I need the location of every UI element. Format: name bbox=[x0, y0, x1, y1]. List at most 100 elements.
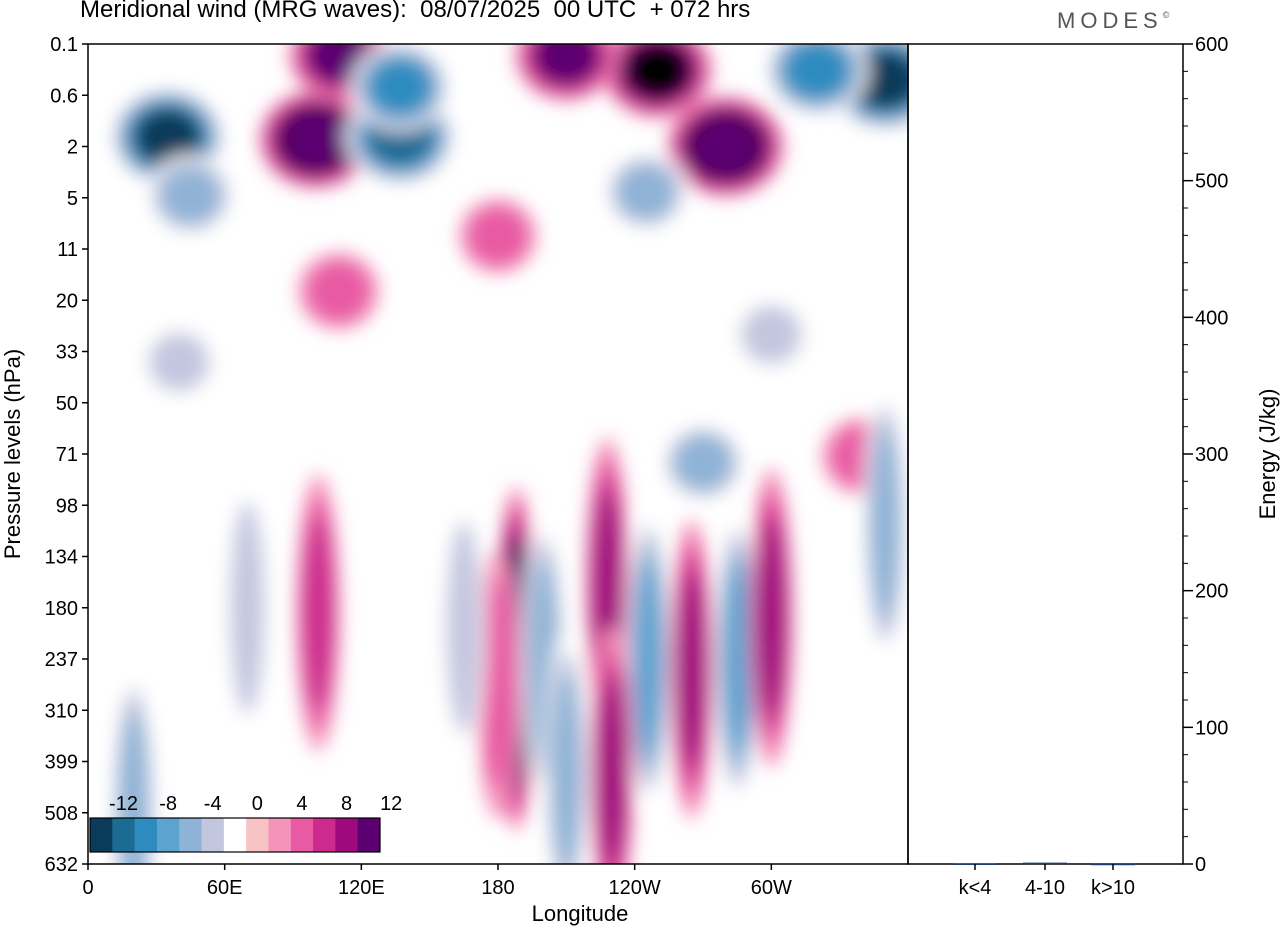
energy-bar bbox=[1023, 862, 1067, 865]
heatmap-cell-group bbox=[515, 44, 618, 102]
heatmap-cell bbox=[692, 118, 759, 175]
colorbar-label: 4 bbox=[296, 793, 307, 815]
heatmap-cell bbox=[535, 44, 598, 84]
heatmap-cell-group bbox=[626, 509, 671, 809]
heatmap-cell-group bbox=[544, 629, 589, 864]
x-tick-label: 120W bbox=[609, 877, 661, 899]
colorbar-swatch bbox=[290, 818, 314, 852]
colorbar: -12 -8 -4 0 4 8 12 bbox=[89, 793, 402, 853]
axes: 0.1 0.6 2 5 11 20 33 50 71 98 134 180 237 310 399 508 63… bbox=[0, 34, 1280, 926]
y-tick-label: 50 bbox=[56, 393, 78, 415]
energy-category-label: k>10 bbox=[1091, 877, 1135, 899]
heatmap-cell-group bbox=[732, 297, 810, 372]
heatmap-cell-group bbox=[441, 492, 486, 763]
y-tick-label: 0.6 bbox=[50, 85, 78, 107]
heatmap-cell-group bbox=[669, 519, 714, 820]
y-tick-label: 11 bbox=[57, 239, 78, 261]
x-tick-label: 120E bbox=[338, 877, 385, 899]
energy-tick-label: 500 bbox=[1195, 171, 1228, 193]
y-tick-label: 180 bbox=[45, 598, 78, 620]
chart-title: Meridional wind (MRG waves): 08/07/2025 … bbox=[80, 0, 751, 23]
y-tick-label: 0.1 bbox=[50, 34, 78, 56]
heatmap-cell-group bbox=[259, 90, 373, 189]
heatmap-cell-group bbox=[225, 472, 270, 743]
energy-tick-label: 400 bbox=[1195, 307, 1228, 329]
heatmap-cell bbox=[740, 305, 802, 365]
energy-tick-label: 300 bbox=[1195, 444, 1228, 466]
heatmap-cell-group bbox=[603, 152, 689, 232]
heatmap-cell bbox=[306, 260, 371, 322]
colorbar-swatch bbox=[268, 818, 292, 852]
colorbar-swatch bbox=[357, 818, 381, 852]
heatmap-cell bbox=[673, 435, 733, 491]
colorbar-label: -12 bbox=[109, 793, 138, 815]
y-tick-label: 508 bbox=[45, 803, 78, 825]
heatmap-cell-group bbox=[660, 423, 746, 503]
heatmap-cell bbox=[446, 521, 482, 734]
heatmap-cell-group bbox=[298, 252, 379, 330]
y-tick-label: 5 bbox=[67, 188, 78, 210]
heatmap-cell bbox=[159, 167, 222, 224]
colorbar-swatch bbox=[223, 818, 247, 852]
energy-tick-label: 600 bbox=[1195, 34, 1228, 56]
colorbar-swatch bbox=[134, 818, 158, 852]
heatmap-cell bbox=[480, 577, 516, 791]
heatmap-cell-group bbox=[459, 198, 537, 274]
y-tick-label: 237 bbox=[45, 649, 78, 671]
heatmap-field bbox=[110, 44, 908, 864]
heatmap-cell bbox=[148, 332, 210, 392]
heatmap-cell-group bbox=[602, 44, 713, 119]
x-tick-label: 60W bbox=[751, 877, 792, 899]
colorbar-label: -4 bbox=[204, 793, 222, 815]
colorbar-swatch bbox=[112, 818, 136, 852]
colorbar-swatch bbox=[179, 818, 203, 852]
x-tick-label: 0 bbox=[82, 877, 93, 899]
heatmap-cell bbox=[869, 427, 901, 621]
heatmap-cell bbox=[467, 206, 529, 266]
heatmap-cell-group bbox=[765, 44, 869, 116]
heatmap-cell bbox=[230, 501, 265, 715]
colorbar-swatch bbox=[335, 818, 359, 852]
heatmap-smooth bbox=[110, 44, 908, 864]
energy-tick-label: 200 bbox=[1195, 581, 1228, 603]
heatmap-cell-group bbox=[296, 474, 341, 752]
y-tick-label: 310 bbox=[45, 700, 78, 722]
y-tick-label: 2 bbox=[67, 137, 78, 159]
colorbar-frame bbox=[89, 817, 381, 853]
heatmap-cell-group bbox=[140, 325, 218, 400]
modes-logo: MODES© bbox=[1057, 8, 1170, 33]
x-axis-label: Longitude bbox=[532, 901, 629, 926]
heatmap-cell bbox=[677, 573, 706, 766]
heatmap-cell-group bbox=[863, 385, 908, 663]
y-tick-label: 20 bbox=[56, 290, 78, 312]
x-tick-label: 180 bbox=[481, 877, 514, 899]
colorbar-swatch bbox=[156, 818, 180, 852]
heatmap-cell bbox=[616, 164, 676, 220]
colorbar-label: 8 bbox=[341, 793, 352, 815]
heatmap-cell-group bbox=[715, 512, 760, 806]
y-tick-label: 98 bbox=[56, 495, 78, 517]
heatmap-cell bbox=[135, 109, 200, 165]
colorbar-swatch bbox=[90, 818, 113, 852]
energy-tick-label: 0 bbox=[1195, 854, 1206, 876]
x-tick-label: 60E bbox=[207, 877, 243, 899]
heatmap-cell-group bbox=[146, 154, 235, 237]
heatmap-cell bbox=[302, 516, 334, 710]
energy-category-label: 4-10 bbox=[1025, 877, 1065, 899]
y-tick-label: 71 bbox=[56, 444, 78, 466]
y-tick-label: 134 bbox=[45, 547, 78, 569]
heatmap-cell bbox=[625, 44, 690, 99]
heatmap-cell bbox=[723, 565, 752, 753]
energy-axis-label: Energy (J/kg) bbox=[1255, 389, 1280, 520]
y-tick-label: 33 bbox=[56, 342, 78, 364]
heatmap-cell bbox=[785, 44, 849, 98]
colorbar-label: -8 bbox=[159, 793, 177, 815]
energy-tick-label: 100 bbox=[1195, 717, 1228, 739]
heatmap-cell-group bbox=[749, 467, 794, 768]
y-tick-label: 632 bbox=[45, 854, 78, 876]
heatmap-cell bbox=[597, 678, 626, 864]
y-axis-label: Pressure levels (hPa) bbox=[0, 349, 25, 559]
energy-panel-frame bbox=[907, 43, 1184, 865]
heatmap-cell-group bbox=[589, 626, 634, 864]
